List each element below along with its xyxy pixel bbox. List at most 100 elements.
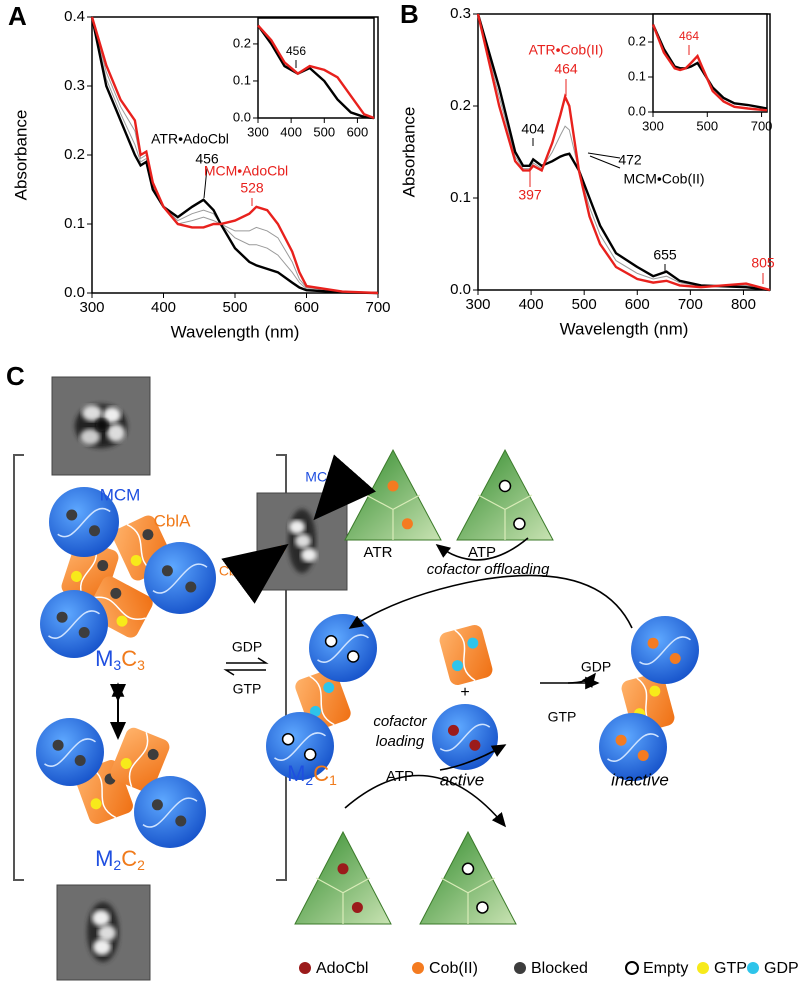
label: AdoCbl: [316, 960, 368, 977]
label: GDP: [581, 659, 611, 675]
x-tick-label: 500: [572, 296, 597, 313]
label: M2C2: [95, 846, 145, 873]
x-tick-label: 400: [519, 296, 544, 313]
mcm-subunit: [49, 487, 119, 557]
label: cofactor offloading: [427, 561, 550, 578]
em-density: [82, 405, 102, 421]
dot: [351, 901, 363, 913]
arrow: [344, 774, 507, 828]
panel-label: B: [400, 0, 419, 29]
y-tick-label: 0.0: [64, 284, 85, 301]
annotation: 472: [618, 152, 642, 168]
dot: [185, 581, 197, 593]
em-density: [98, 925, 116, 941]
label-part: C: [121, 846, 137, 871]
x-tick-label: 300: [465, 296, 490, 313]
label: CblA: [219, 563, 250, 579]
label: Cob(II): [429, 960, 478, 977]
y-tick-label: 0.0: [233, 109, 251, 124]
annotation: 397: [518, 187, 542, 203]
legend-swatch: [514, 962, 526, 974]
label-part: C: [313, 761, 329, 786]
label-part: 3: [137, 657, 145, 673]
dot: [669, 653, 681, 664]
y-tick-label: 0.0: [628, 103, 646, 118]
em-density: [107, 424, 125, 442]
em-density: [92, 910, 110, 926]
dot: [52, 739, 64, 751]
label: ATP: [386, 768, 414, 785]
label-part: 2: [137, 857, 145, 873]
leader-line: [589, 155, 621, 169]
dot: [309, 705, 321, 717]
series-line: [91, 16, 379, 294]
series-label: ATR•AdoCbl: [151, 131, 229, 147]
series-label: ATR•Cob(II): [529, 42, 604, 58]
dot: [323, 682, 335, 694]
mcm-subunit: [144, 542, 216, 614]
trimer-line: [315, 877, 371, 924]
x-axis-label: Wavelength (nm): [171, 322, 300, 341]
series-line: [651, 24, 768, 112]
em-density: [289, 520, 305, 534]
panel-label: C: [6, 361, 25, 391]
dot: [66, 509, 78, 521]
series-line: [257, 24, 375, 120]
em-image: [51, 376, 151, 476]
label: GDP: [764, 960, 799, 977]
dot: [130, 554, 142, 566]
y-tick-label: 0.4: [64, 8, 85, 25]
dot: [476, 901, 489, 914]
subunit-line: [274, 732, 326, 761]
atr-trimer: [456, 448, 554, 541]
legend-swatch: [625, 961, 639, 975]
annotation: 528: [240, 180, 264, 196]
pointer-arrow: [313, 454, 377, 521]
annotation: 655: [653, 247, 677, 263]
dot: [469, 739, 481, 751]
dot: [447, 724, 459, 736]
label-part: C: [121, 646, 137, 671]
dot: [451, 660, 463, 672]
label-part: M: [95, 646, 113, 671]
legend-swatch: [697, 962, 709, 974]
dot: [90, 798, 102, 810]
em-density: [103, 407, 121, 423]
y-tick-label: 0.1: [450, 189, 471, 206]
em-image: [256, 492, 348, 591]
x-tick-label: 700: [751, 118, 773, 133]
dot: [161, 565, 173, 577]
x-tick-label: 600: [347, 124, 369, 139]
dot: [70, 570, 82, 582]
annotation: 464: [679, 29, 699, 43]
series-label: MCM•AdoCbl: [204, 163, 288, 179]
cbla-subunit: [110, 727, 170, 793]
em-density: [93, 939, 111, 955]
label: GDP: [232, 639, 262, 655]
leader-line: [203, 167, 208, 199]
y-tick-label: 0.3: [64, 77, 85, 94]
dot: [281, 732, 295, 746]
dot: [142, 529, 154, 541]
dot: [147, 748, 159, 760]
dot: [467, 637, 479, 649]
label: inactive: [611, 770, 669, 789]
series-line: [476, 13, 771, 292]
dot: [461, 862, 475, 876]
subunit-line: [152, 563, 208, 594]
y-tick-label: 0.3: [450, 5, 471, 22]
mcm-subunit: [36, 718, 104, 786]
mcm-subunit: [309, 614, 377, 682]
leader-line: [587, 152, 621, 159]
dot: [346, 650, 360, 663]
x-tick-label: 500: [313, 124, 335, 139]
em-density: [301, 548, 317, 562]
dot: [649, 685, 661, 697]
y-tick-label: 0.1: [64, 215, 85, 232]
arrow: [439, 744, 507, 771]
legend-swatch: [299, 962, 311, 974]
bracket: [13, 454, 287, 881]
annotation: 404: [521, 121, 545, 137]
dot: [116, 615, 128, 627]
